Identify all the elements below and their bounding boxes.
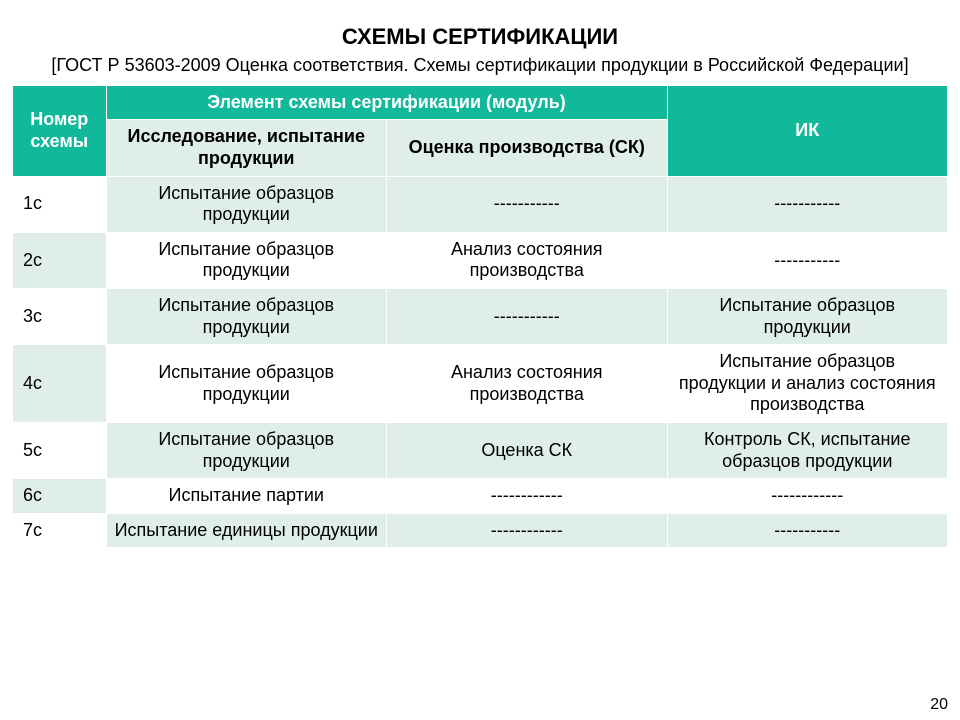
table-row: 2с Испытание образцов продукции Анализ с…: [13, 232, 948, 288]
cell-eval: Анализ состояния производства: [387, 345, 668, 423]
table-row: 3с Испытание образцов продукции --------…: [13, 289, 948, 345]
cell-num: 3с: [13, 289, 107, 345]
cell-eval: Анализ состояния производства: [387, 232, 668, 288]
cell-num: 2с: [13, 232, 107, 288]
table-row: 4с Испытание образцов продукции Анализ с…: [13, 345, 948, 423]
col-subheader-test: Исследование, испытание продукции: [106, 120, 387, 176]
cell-eval: -----------: [387, 289, 668, 345]
col-header-module-group: Элемент схемы сертификации (модуль): [106, 85, 667, 120]
table-row: 7с Испытание единицы продукции ---------…: [13, 513, 948, 548]
cell-num: 4с: [13, 345, 107, 423]
cell-ik: -----------: [667, 513, 948, 548]
cell-num: 1с: [13, 176, 107, 232]
cell-eval: ------------: [387, 479, 668, 514]
cell-ik: Испытание образцов продукции: [667, 289, 948, 345]
cell-eval: Оценка СК: [387, 423, 668, 479]
cell-ik: -----------: [667, 232, 948, 288]
cell-test: Испытание партии: [106, 479, 387, 514]
cell-num: 5с: [13, 423, 107, 479]
page-number: 20: [930, 696, 948, 714]
table-body: 1с Испытание образцов продукции --------…: [13, 176, 948, 548]
table-row: 5с Испытание образцов продукции Оценка С…: [13, 423, 948, 479]
cell-test: Испытание образцов продукции: [106, 176, 387, 232]
page-title: СХЕМЫ СЕРТИФИКАЦИИ: [12, 24, 948, 50]
cell-test: Испытание единицы продукции: [106, 513, 387, 548]
cell-test: Испытание образцов продукции: [106, 423, 387, 479]
cell-ik: Контроль СК, испытание образцов продукци…: [667, 423, 948, 479]
cert-schemes-table: Номер схемы Элемент схемы сертификации (…: [12, 85, 948, 549]
cell-eval: -----------: [387, 176, 668, 232]
cell-ik: -----------: [667, 176, 948, 232]
cell-test: Испытание образцов продукции: [106, 289, 387, 345]
cell-eval: ------------: [387, 513, 668, 548]
cell-ik: Испытание образцов продукции и анализ со…: [667, 345, 948, 423]
table-row: 1с Испытание образцов продукции --------…: [13, 176, 948, 232]
cell-num: 6с: [13, 479, 107, 514]
slide: СХЕМЫ СЕРТИФИКАЦИИ [ГОСТ Р 53603-2009 Оц…: [0, 0, 960, 720]
cell-ik: ------------: [667, 479, 948, 514]
col-subheader-eval: Оценка производства (СК): [387, 120, 668, 176]
cell-test: Испытание образцов продукции: [106, 345, 387, 423]
col-header-number: Номер схемы: [13, 85, 107, 176]
cell-num: 7с: [13, 513, 107, 548]
page-subtitle: [ГОСТ Р 53603-2009 Оценка соответствия. …: [12, 54, 948, 77]
col-header-ik: ИК: [667, 85, 948, 176]
cell-test: Испытание образцов продукции: [106, 232, 387, 288]
table-row: 6с Испытание партии ------------ -------…: [13, 479, 948, 514]
